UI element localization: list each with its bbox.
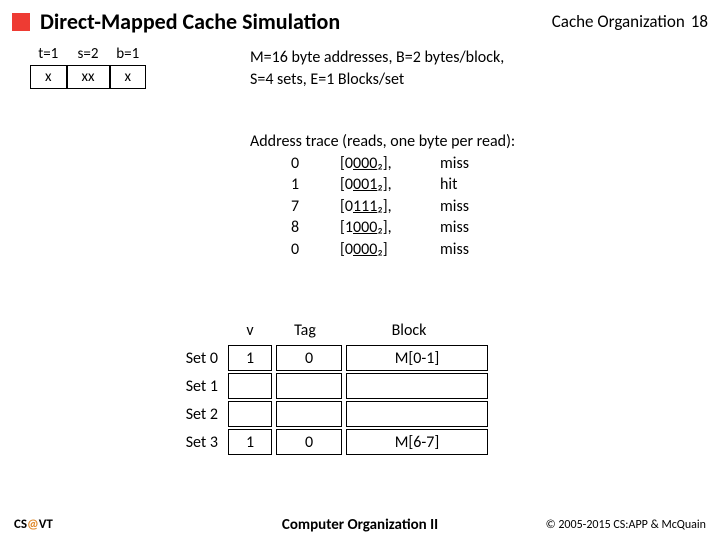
params-line1: M=16 byte addresses, B=2 bytes/block, xyxy=(250,47,504,69)
slide-subtitle: Cache Organization xyxy=(552,11,685,32)
footer-left: CS@VT xyxy=(14,517,53,532)
set-label: Set 0 xyxy=(170,349,228,368)
footer-at-icon: @ xyxy=(27,517,39,532)
cache-cell-block xyxy=(346,373,488,399)
page-number: 18 xyxy=(691,11,708,32)
trace-result: miss xyxy=(440,196,520,218)
trace-binary: [0000₂] xyxy=(340,239,440,261)
trace-result: miss xyxy=(440,239,520,261)
trace-binary: [0111₂], xyxy=(340,196,440,218)
addr-box-t: x xyxy=(30,65,67,89)
cache-cell-block xyxy=(346,401,488,427)
addr-box-b: x xyxy=(110,65,147,89)
addr-label-b: b=1 xyxy=(110,45,147,63)
footer-center: Computer Organization II xyxy=(282,516,438,534)
address-format-table: t=1 x s=2 xx b=1 x xyxy=(30,45,146,89)
trace-row: 1[0001₂], hit xyxy=(250,174,520,196)
cache-cell-v: 1 xyxy=(228,429,272,455)
cache-params: M=16 byte addresses, B=2 bytes/block, S=… xyxy=(250,47,504,90)
cache-cell-v: 1 xyxy=(228,345,272,371)
footer-right: © 2005-2015 CS:APP & McQuain xyxy=(546,518,706,532)
trace-row: 0[0000₂],miss xyxy=(250,153,520,175)
cache-row: Set 310M[6-7] xyxy=(170,428,488,456)
cache-table: v Tag Block Set 010M[0-1]Set 1Set 2Set 3… xyxy=(170,321,488,456)
cache-cell-tag xyxy=(276,373,342,399)
accent-square-icon xyxy=(12,13,30,31)
set-label: Set 1 xyxy=(170,377,228,396)
trace-binary: [0000₂], xyxy=(340,153,440,175)
addr-col-set: s=2 xx xyxy=(67,45,110,89)
cache-header-tag: Tag xyxy=(272,321,338,340)
cache-row: Set 010M[0-1] xyxy=(170,344,488,372)
trace-addr: 7 xyxy=(250,196,340,218)
set-label: Set 3 xyxy=(170,433,228,452)
address-trace: Address trace (reads, one byte per read)… xyxy=(250,131,520,261)
trace-addr: 0 xyxy=(250,153,340,175)
cache-cell-tag: 0 xyxy=(276,345,342,371)
addr-col-tag: t=1 x xyxy=(30,45,67,89)
addr-label-s: s=2 xyxy=(67,45,110,63)
addr-box-s: xx xyxy=(67,65,110,89)
trace-addr: 8 xyxy=(250,217,340,239)
cache-cell-block: M[6-7] xyxy=(346,429,488,455)
params-line2: S=4 sets, E=1 Blocks/set xyxy=(250,69,504,91)
slide-title: Direct-Mapped Cache Simulation xyxy=(40,8,552,35)
cache-row: Set 1 xyxy=(170,372,488,400)
cache-cell-block: M[0-1] xyxy=(346,345,488,371)
trace-addr: 1 xyxy=(250,174,340,196)
cache-header-v: v xyxy=(228,321,272,340)
cache-cell-tag xyxy=(276,401,342,427)
set-label: Set 2 xyxy=(170,405,228,424)
cache-cell-v xyxy=(228,401,272,427)
trace-row: 7[0111₂],miss xyxy=(250,196,520,218)
footer-left-post: VT xyxy=(39,517,53,532)
cache-header-row: v Tag Block xyxy=(170,321,488,340)
trace-result: hit xyxy=(440,174,520,196)
slide-header: Direct-Mapped Cache Simulation Cache Org… xyxy=(0,0,720,41)
cache-cell-v xyxy=(228,373,272,399)
footer-left-pre: CS xyxy=(14,517,27,532)
trace-heading: Address trace (reads, one byte per read)… xyxy=(250,131,520,153)
trace-binary: [1000₂], xyxy=(340,217,440,239)
cache-header-block: Block xyxy=(338,321,480,340)
trace-binary: [0001₂], xyxy=(340,174,440,196)
slide-content: t=1 x s=2 xx b=1 x M=16 byte addresses, … xyxy=(0,41,720,53)
trace-row: 8[1000₂],miss xyxy=(250,217,520,239)
addr-col-block: b=1 x xyxy=(110,45,147,89)
trace-result: miss xyxy=(440,217,520,239)
trace-addr: 0 xyxy=(250,239,340,261)
trace-result: miss xyxy=(440,153,520,175)
trace-row: 0[0000₂]miss xyxy=(250,239,520,261)
slide-footer: CS@VT Computer Organization II © 2005-20… xyxy=(0,517,720,532)
addr-label-t: t=1 xyxy=(30,45,67,63)
cache-cell-tag: 0 xyxy=(276,429,342,455)
cache-row: Set 2 xyxy=(170,400,488,428)
